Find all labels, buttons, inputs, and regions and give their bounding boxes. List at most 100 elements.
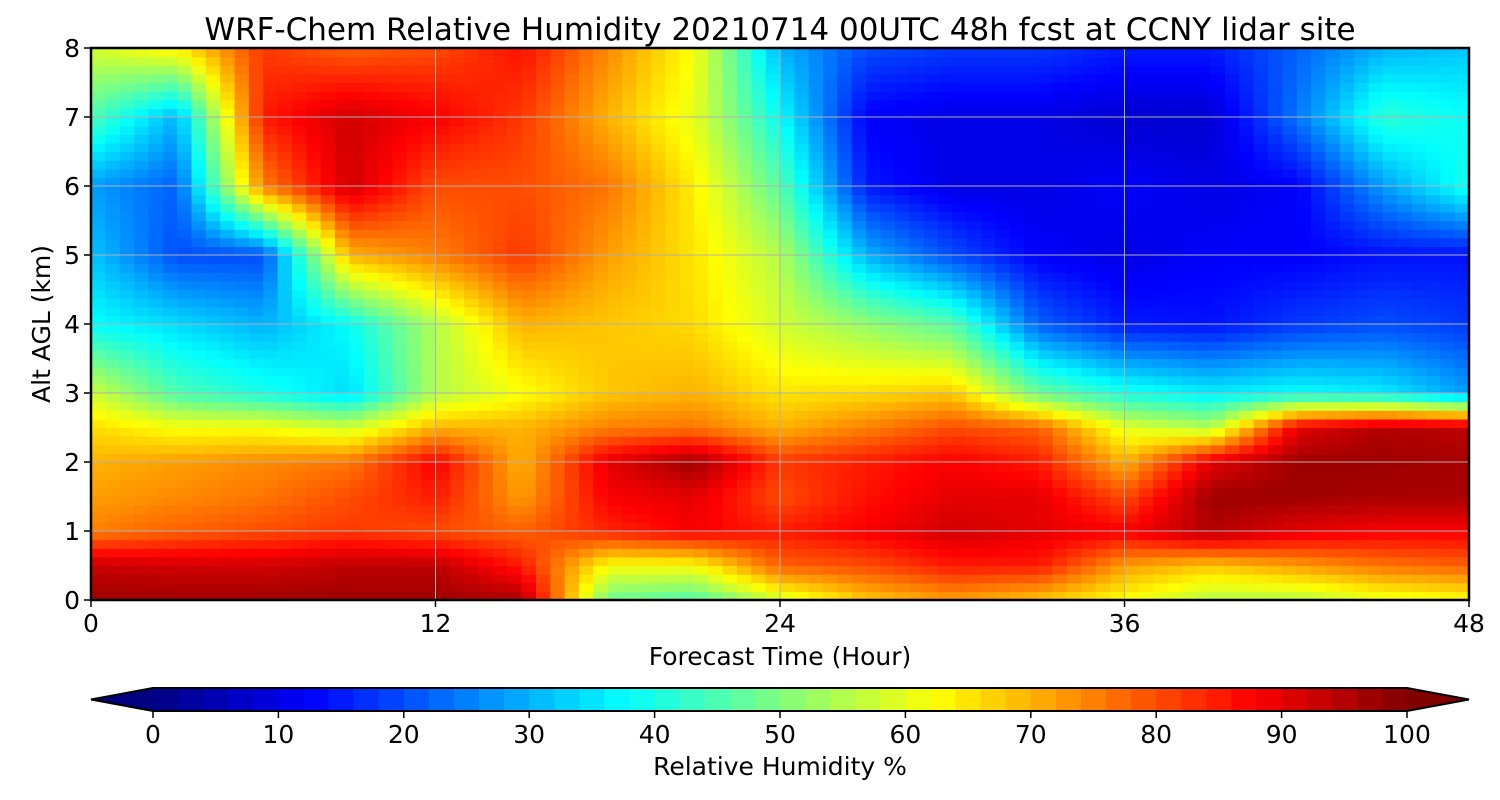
heatmap-cell (722, 496, 738, 506)
heatmap-cell (535, 220, 551, 230)
heatmap-cell (435, 401, 451, 411)
heatmap-cell (435, 349, 451, 360)
heatmap-cell (1282, 246, 1298, 256)
heatmap-cell (1440, 349, 1456, 360)
heatmap-cell (1210, 462, 1226, 472)
heatmap-cell (923, 565, 939, 575)
heatmap-cell (363, 436, 379, 446)
heatmap-cell (1224, 479, 1240, 489)
heatmap-cell (1354, 332, 1370, 342)
heatmap-cell (277, 306, 293, 316)
heatmap-cell (1397, 367, 1413, 377)
heatmap-cell (808, 574, 824, 584)
heatmap-cell (1196, 565, 1212, 575)
heatmap-cell (134, 289, 150, 299)
heatmap-cell (134, 263, 150, 273)
heatmap-cell (205, 505, 221, 515)
heatmap-cell (105, 462, 121, 472)
heatmap-cell (808, 582, 824, 592)
heatmap-cell (1038, 522, 1054, 532)
heatmap-cell (780, 237, 795, 247)
heatmap-cell (435, 151, 451, 161)
heatmap-cell (134, 160, 150, 170)
heatmap-cell (622, 582, 638, 592)
heatmap-cell (607, 427, 623, 437)
heatmap-cell (837, 367, 853, 377)
heatmap-cell (392, 531, 408, 541)
heatmap-cell (449, 375, 465, 385)
heatmap-cell (1411, 384, 1427, 394)
heatmap-cell (880, 548, 896, 558)
heatmap-cell (780, 470, 795, 480)
heatmap-cell (291, 462, 307, 472)
heatmap-cell (1239, 401, 1255, 411)
heatmap-cell (622, 151, 638, 161)
heatmap-cell (105, 513, 121, 523)
heatmap-cell (1196, 263, 1212, 273)
heatmap-cell (1038, 427, 1054, 437)
heatmap-cell (794, 237, 810, 247)
heatmap-cell (607, 367, 623, 377)
heatmap-cell (665, 151, 681, 161)
heatmap-cell (1124, 487, 1140, 498)
heatmap-cell (492, 358, 508, 368)
heatmap-cell (593, 591, 609, 600)
heatmap-cell (1081, 591, 1097, 600)
heatmap-cell (507, 332, 523, 342)
heatmap-cell (1325, 591, 1341, 600)
heatmap-cell (909, 522, 925, 532)
heatmap-cell (1454, 220, 1469, 230)
heatmap-cell (909, 194, 925, 204)
heatmap-cell (191, 462, 207, 472)
heatmap-cell (593, 453, 609, 463)
heatmap-cell (1411, 427, 1427, 437)
heatmap-cell (1138, 462, 1154, 472)
heatmap-cell (1268, 522, 1283, 532)
heatmap-cell (1009, 470, 1025, 480)
heatmap-cell (665, 574, 681, 584)
heatmap-cell (1210, 505, 1226, 515)
heatmap-cell (134, 272, 150, 282)
heatmap-cell (679, 151, 695, 161)
heatmap-cell (722, 531, 738, 541)
heatmap-cell (1052, 203, 1068, 213)
heatmap-cell (220, 341, 236, 351)
heatmap-cell (392, 280, 408, 291)
heatmap-cell (923, 367, 939, 377)
heatmap-cell (363, 418, 379, 429)
heatmap-cell (119, 367, 135, 377)
heatmap-cell (995, 470, 1011, 480)
heatmap-cell (1440, 306, 1456, 316)
heatmap-cell (406, 324, 422, 334)
heatmap-cell (191, 496, 207, 506)
heatmap-cell (1296, 315, 1312, 325)
heatmap-cell (880, 168, 896, 178)
heatmap-cell (1095, 565, 1111, 575)
heatmap-cell (1454, 470, 1469, 480)
heatmap-cell (248, 582, 264, 592)
heatmap-cell (1425, 522, 1441, 532)
heatmap-cell (780, 436, 795, 446)
heatmap-cell (492, 289, 508, 299)
heatmap-cell (1210, 444, 1226, 454)
heatmap-cell (1024, 565, 1039, 575)
heatmap-cell (550, 358, 566, 368)
heatmap-cell (392, 315, 408, 325)
heatmap-cell (708, 229, 724, 239)
heatmap-cell (421, 220, 437, 230)
heatmap-cell (134, 453, 150, 463)
heatmap-cell (478, 548, 494, 558)
heatmap-cell (923, 298, 939, 308)
heatmap-cell (722, 565, 738, 575)
heatmap-cell (1454, 151, 1469, 161)
heatmap-cell (751, 332, 767, 342)
heatmap-cell (320, 160, 336, 170)
heatmap-cell (880, 349, 896, 360)
heatmap-cell (995, 487, 1011, 498)
heatmap-cell (234, 168, 250, 178)
heatmap-cell (1368, 393, 1384, 403)
heatmap-cell (1239, 255, 1255, 265)
heatmap-cell (349, 591, 365, 600)
heatmap-cell (1354, 324, 1370, 334)
heatmap-cell (392, 324, 408, 334)
